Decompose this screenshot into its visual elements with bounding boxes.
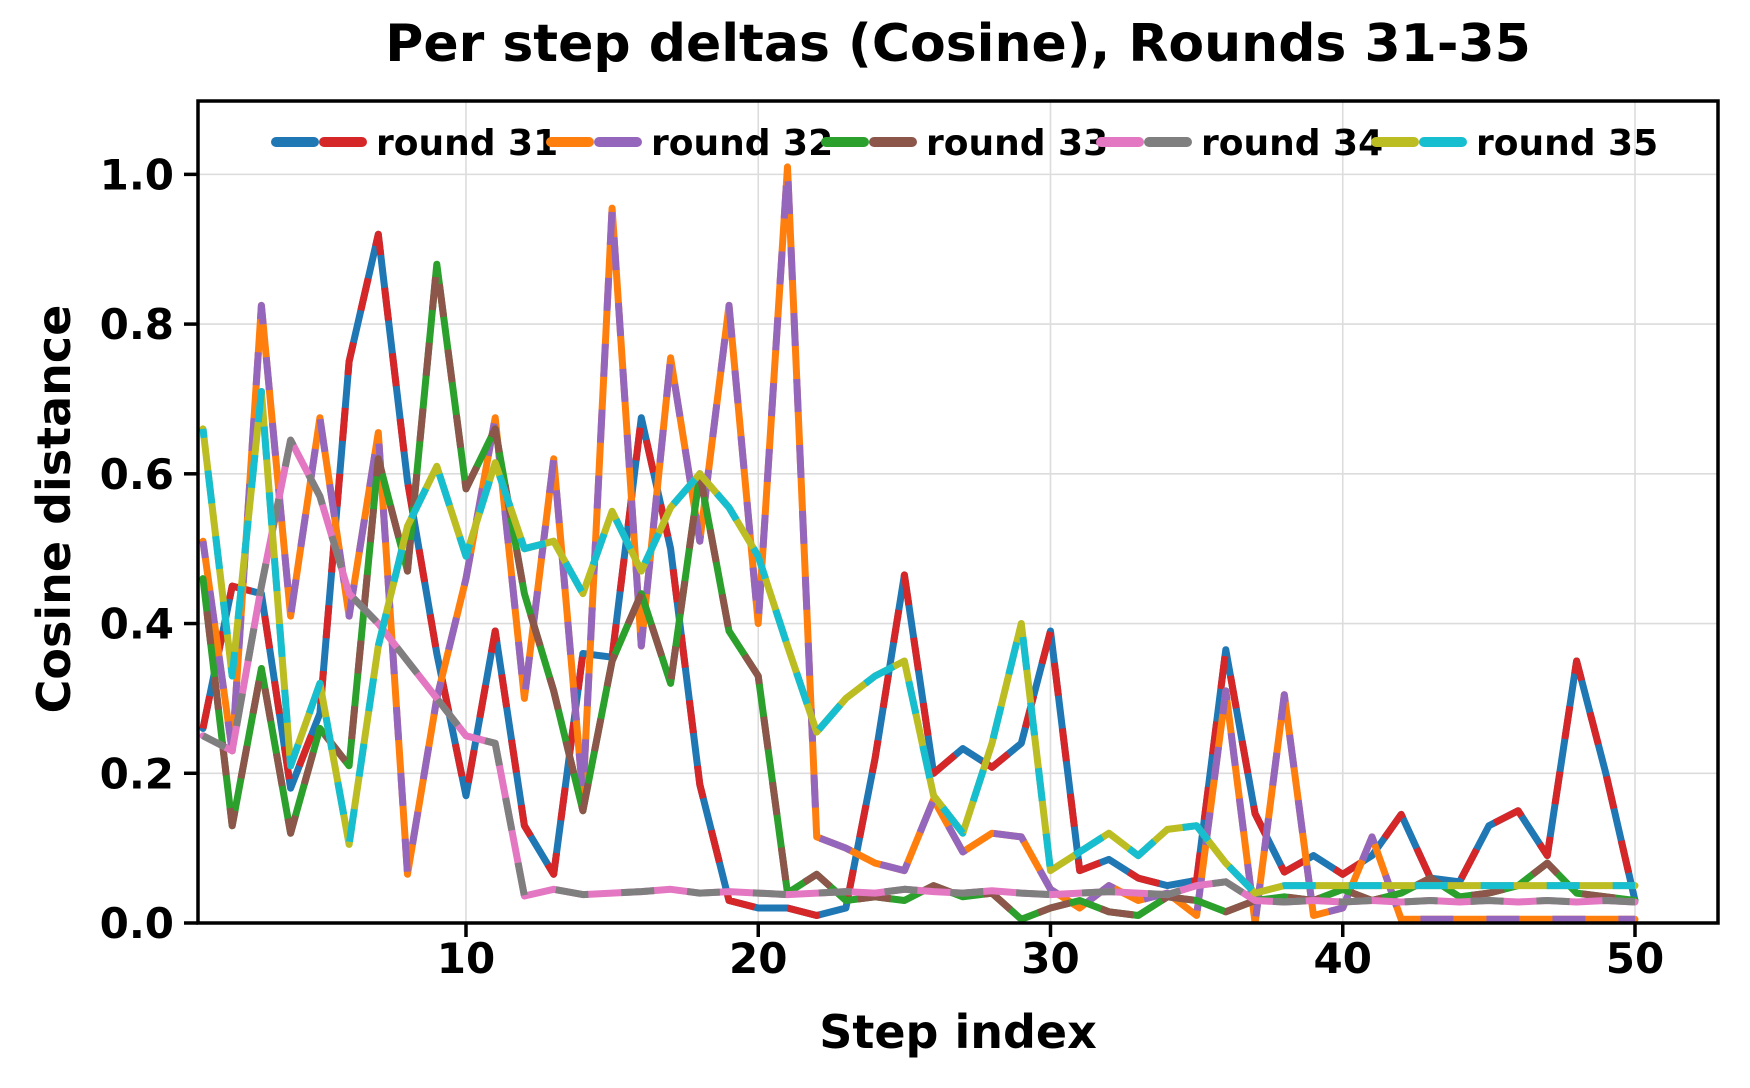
legend-label: round 31 bbox=[376, 123, 558, 164]
legend-label: round 33 bbox=[926, 123, 1108, 164]
series-line-round-34-dash bbox=[201, 436, 1636, 906]
legend-item-round-34: round 34 bbox=[1096, 123, 1383, 164]
series-line-round-32-dash bbox=[199, 163, 1635, 923]
legend-item-round-31: round 31 bbox=[271, 123, 558, 164]
legend: round 31 round 32 round 33 round 34 round 35 bbox=[271, 123, 1658, 164]
legend-label: round 35 bbox=[1476, 123, 1658, 164]
series-group bbox=[199, 163, 1639, 923]
x-tick-label: 10 bbox=[437, 934, 495, 983]
series-line-round-31-dash bbox=[199, 230, 1639, 919]
legend-item-round-33: round 33 bbox=[821, 123, 1108, 164]
y-tick-label: 1.0 bbox=[100, 150, 174, 199]
y-tick-label: 0.2 bbox=[100, 749, 174, 798]
legend-item-round-32: round 32 bbox=[546, 123, 833, 164]
x-tick-label: 50 bbox=[1606, 934, 1664, 983]
y-tick-label: 0.0 bbox=[100, 899, 174, 948]
series-line-round-35-dash bbox=[199, 388, 1635, 897]
x-tick-label: 30 bbox=[1021, 934, 1079, 983]
legend-label: round 34 bbox=[1201, 123, 1383, 164]
y-tick-label: 0.6 bbox=[100, 450, 174, 499]
chart-title: Per step deltas (Cosine), Rounds 31-35 bbox=[385, 14, 1531, 74]
y-tick-label: 0.8 bbox=[100, 300, 174, 349]
x-tick-label: 20 bbox=[729, 934, 787, 983]
x-axis-label: Step index bbox=[819, 1005, 1097, 1059]
series-line-round-33-dash bbox=[199, 260, 1636, 923]
plot-border bbox=[196, 99, 1720, 925]
legend-label: round 32 bbox=[651, 123, 833, 164]
y-tick-label: 0.4 bbox=[100, 600, 174, 649]
legend-item-round-35: round 35 bbox=[1371, 123, 1658, 164]
x-tick-label: 40 bbox=[1314, 934, 1372, 983]
